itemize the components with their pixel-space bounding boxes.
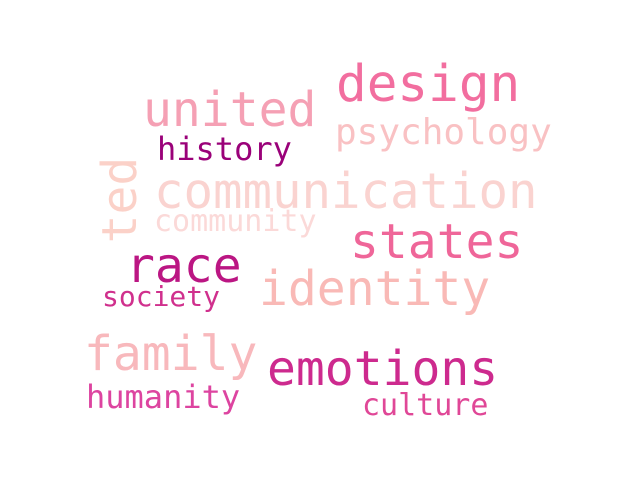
word-community: community xyxy=(154,204,317,239)
word-design: design xyxy=(336,55,521,114)
word-race: race xyxy=(126,238,242,294)
word-humanity: humanity xyxy=(86,378,241,416)
word-communication: communication xyxy=(154,163,538,220)
word-history: history xyxy=(157,130,292,168)
word-psychology: psychology xyxy=(335,112,552,153)
word-culture: culture xyxy=(362,388,489,423)
word-family: family xyxy=(84,326,258,382)
word-society: society xyxy=(102,280,221,313)
word-emotions: emotions xyxy=(267,341,499,397)
word-identity: identity xyxy=(259,261,491,317)
word-states: states xyxy=(350,214,524,270)
word-ted: ted xyxy=(92,156,148,244)
word-united: united xyxy=(143,82,317,138)
